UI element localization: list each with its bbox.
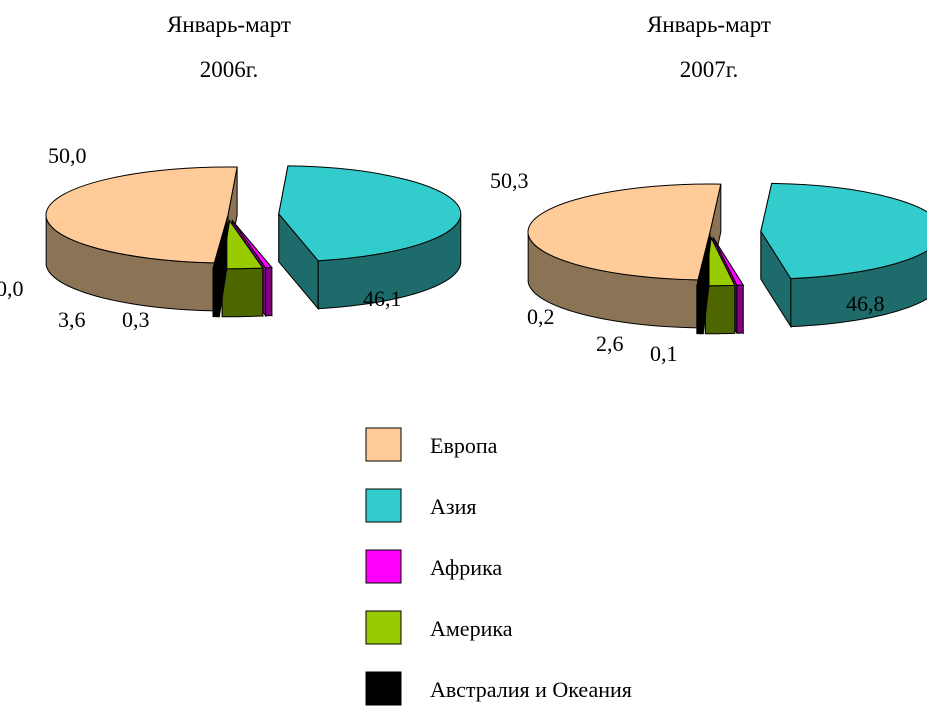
data-label: 2,6 <box>596 331 624 356</box>
legend-swatch <box>365 488 402 523</box>
data-label: 50,3 <box>490 168 529 193</box>
pie-slice <box>221 219 264 318</box>
pie-chart-2: Январь-март 2007г. 50,3 46,8 0,1 2,6 0,2 <box>490 12 927 366</box>
data-label: 3,6 <box>58 307 86 332</box>
data-label: 0,2 <box>527 304 555 329</box>
legend-label: Африка <box>430 555 502 580</box>
pie-chart-1: Январь-март 2006г. 50,0 46,1 0,3 3,6 0,0 <box>0 12 462 332</box>
pie-slice <box>696 237 710 335</box>
legend-label: Азия <box>430 494 476 519</box>
data-label: 0,0 <box>0 276 24 301</box>
legend-label: Америка <box>430 616 513 641</box>
data-label: 0,1 <box>650 341 678 366</box>
pie-slice <box>760 182 927 329</box>
legend-swatch <box>365 549 402 584</box>
data-label: 0,3 <box>122 307 150 332</box>
chart-title: 2006г. <box>200 57 259 82</box>
chart-title: 2007г. <box>680 57 739 82</box>
legend: Европа Азия Африка Америка Австралия и Океан… <box>365 427 632 706</box>
legend-swatch <box>365 427 402 462</box>
legend-label: Австралия и Океания <box>430 677 632 702</box>
pie-slice <box>278 165 462 311</box>
pie-slice <box>45 166 238 312</box>
chart-title: Январь-март <box>647 12 771 37</box>
legend-label: Европа <box>430 433 498 458</box>
legend-swatch <box>365 610 402 645</box>
data-label: 46,8 <box>846 291 885 316</box>
pie-slice <box>527 183 722 329</box>
pie-slice <box>212 220 228 318</box>
data-label: 50,0 <box>48 143 87 168</box>
data-label: 46,1 <box>363 286 402 311</box>
legend-swatch <box>365 671 402 706</box>
chart-title: Январь-март <box>167 12 291 37</box>
